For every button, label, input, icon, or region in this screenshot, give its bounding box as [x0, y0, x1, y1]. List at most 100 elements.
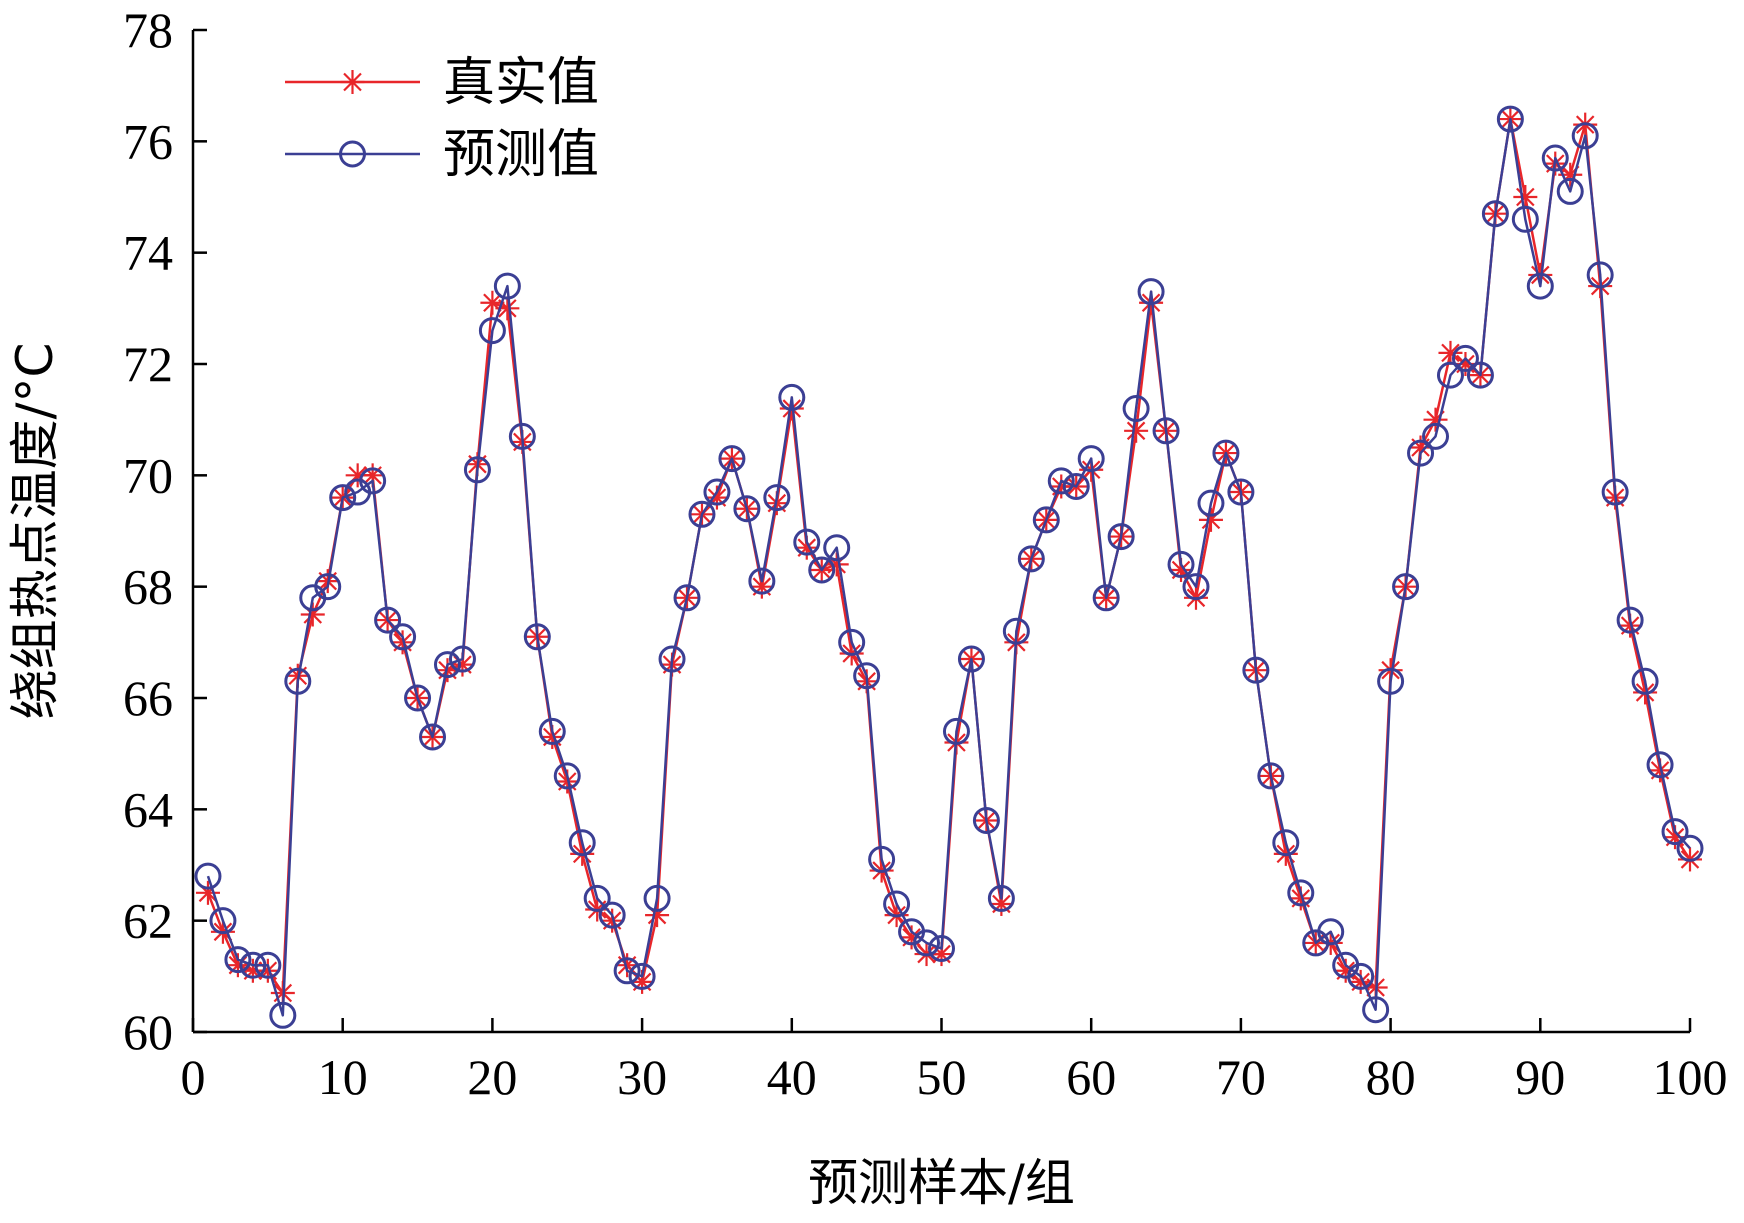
x-tick-label: 100 — [1653, 1049, 1728, 1105]
data-point-circle — [239, 951, 267, 979]
series-line — [206, 117, 1692, 995]
data-point-asterisk — [390, 630, 415, 655]
y-tick-label: 70 — [123, 447, 173, 503]
data-point-circle — [987, 884, 1015, 912]
data-point-circle — [1451, 344, 1479, 372]
data-point-circle — [254, 951, 282, 979]
data-point-circle — [1287, 879, 1315, 907]
data-point-circle — [793, 528, 821, 556]
y-tick-label: 64 — [123, 781, 173, 837]
data-point-circle — [808, 556, 836, 584]
data-point-circle — [523, 623, 551, 651]
series-2 — [194, 105, 1704, 1029]
data-point-circle — [1032, 506, 1060, 534]
data-point-circle — [718, 445, 746, 473]
data-point-circle — [1556, 177, 1584, 205]
x-tick-label: 20 — [467, 1049, 517, 1105]
data-point-circle — [1062, 472, 1090, 500]
data-point-circle — [838, 628, 866, 656]
x-tick-label: 70 — [1216, 1049, 1266, 1105]
series-line — [206, 117, 1691, 1017]
data-point-circle — [1511, 205, 1539, 233]
data-point-circle — [658, 645, 686, 673]
data-point-circle — [1212, 439, 1240, 467]
data-point-circle — [1347, 962, 1375, 990]
y-tick-label: 68 — [123, 559, 173, 615]
data-point-circle — [1526, 272, 1554, 300]
data-point-circle — [1362, 996, 1390, 1024]
data-point-circle — [568, 829, 596, 857]
data-point-circle — [209, 907, 237, 935]
data-point-circle — [1631, 667, 1659, 695]
x-tick-label: 60 — [1066, 1049, 1116, 1105]
legend-label: 真实值 — [443, 53, 599, 113]
series-layer — [194, 105, 1704, 1029]
data-point-circle — [1122, 395, 1150, 423]
series-1 — [195, 107, 1702, 1006]
data-point-circle — [1496, 105, 1524, 133]
data-point-circle — [1481, 200, 1509, 228]
data-point-circle — [404, 684, 432, 712]
data-point-circle — [1422, 422, 1450, 450]
data-point-asterisk — [255, 958, 280, 983]
data-point-circle — [314, 573, 342, 601]
data-point-circle — [478, 317, 506, 345]
data-point-asterisk — [1513, 185, 1538, 209]
data-point-circle — [913, 929, 941, 957]
data-point-asterisk — [1438, 340, 1463, 365]
data-point-circle — [1017, 545, 1045, 573]
data-point-circle — [1571, 122, 1599, 150]
legend-label: 预测值 — [443, 125, 599, 185]
data-point-circle — [972, 806, 1000, 834]
data-point-circle — [1436, 361, 1464, 389]
data-point-circle — [928, 935, 955, 962]
data-point-circle — [1586, 261, 1614, 289]
data-point-circle — [1077, 445, 1105, 473]
x-tick-label: 40 — [767, 1049, 817, 1105]
data-point-circle — [1152, 417, 1180, 445]
y-tick-label: 72 — [123, 336, 173, 392]
data-point-circle — [1466, 361, 1494, 389]
data-point-circle — [688, 500, 716, 528]
data-point-circle — [1107, 523, 1135, 551]
data-point-circle — [508, 422, 536, 450]
data-point-circle — [1167, 550, 1195, 578]
data-point-circle — [224, 946, 252, 974]
data-point-circle — [643, 884, 671, 912]
data-point-circle — [763, 484, 791, 512]
x-tick-label: 80 — [1366, 1049, 1416, 1105]
data-point-circle — [1257, 762, 1285, 790]
data-point-circle — [1137, 278, 1165, 306]
data-point-circle — [1601, 478, 1629, 506]
data-point-circle — [463, 456, 491, 484]
legend-item: 真实值 — [285, 53, 599, 113]
data-point-circle — [942, 717, 970, 745]
data-point-circle — [1092, 584, 1120, 612]
x-axis-title: 预测样本/组 — [808, 1154, 1075, 1212]
data-point-circle — [883, 890, 911, 918]
data-point-circle — [1317, 918, 1345, 946]
data-point-circle — [957, 645, 985, 673]
y-tick-label: 66 — [123, 670, 173, 726]
data-point-asterisk — [600, 908, 625, 933]
y-tick-label: 78 — [123, 2, 173, 58]
y-tick-label: 76 — [123, 113, 173, 169]
x-tick-label: 90 — [1515, 1049, 1565, 1105]
data-point-circle — [374, 606, 402, 634]
data-point-circle — [1182, 573, 1210, 601]
data-point-circle — [493, 272, 521, 300]
y-tick-label: 60 — [123, 1004, 173, 1060]
data-point-circle — [853, 662, 881, 690]
data-point-circle — [628, 962, 656, 990]
data-point-circle — [269, 1001, 297, 1029]
data-point-circle — [598, 901, 626, 929]
data-point-circle — [1002, 617, 1030, 645]
data-point-circle — [433, 651, 461, 679]
data-point-circle — [1272, 829, 1300, 857]
data-point-circle — [538, 717, 566, 745]
data-point-circle — [419, 723, 447, 751]
data-point-asterisk — [1124, 418, 1149, 443]
data-point-circle — [1616, 606, 1644, 634]
